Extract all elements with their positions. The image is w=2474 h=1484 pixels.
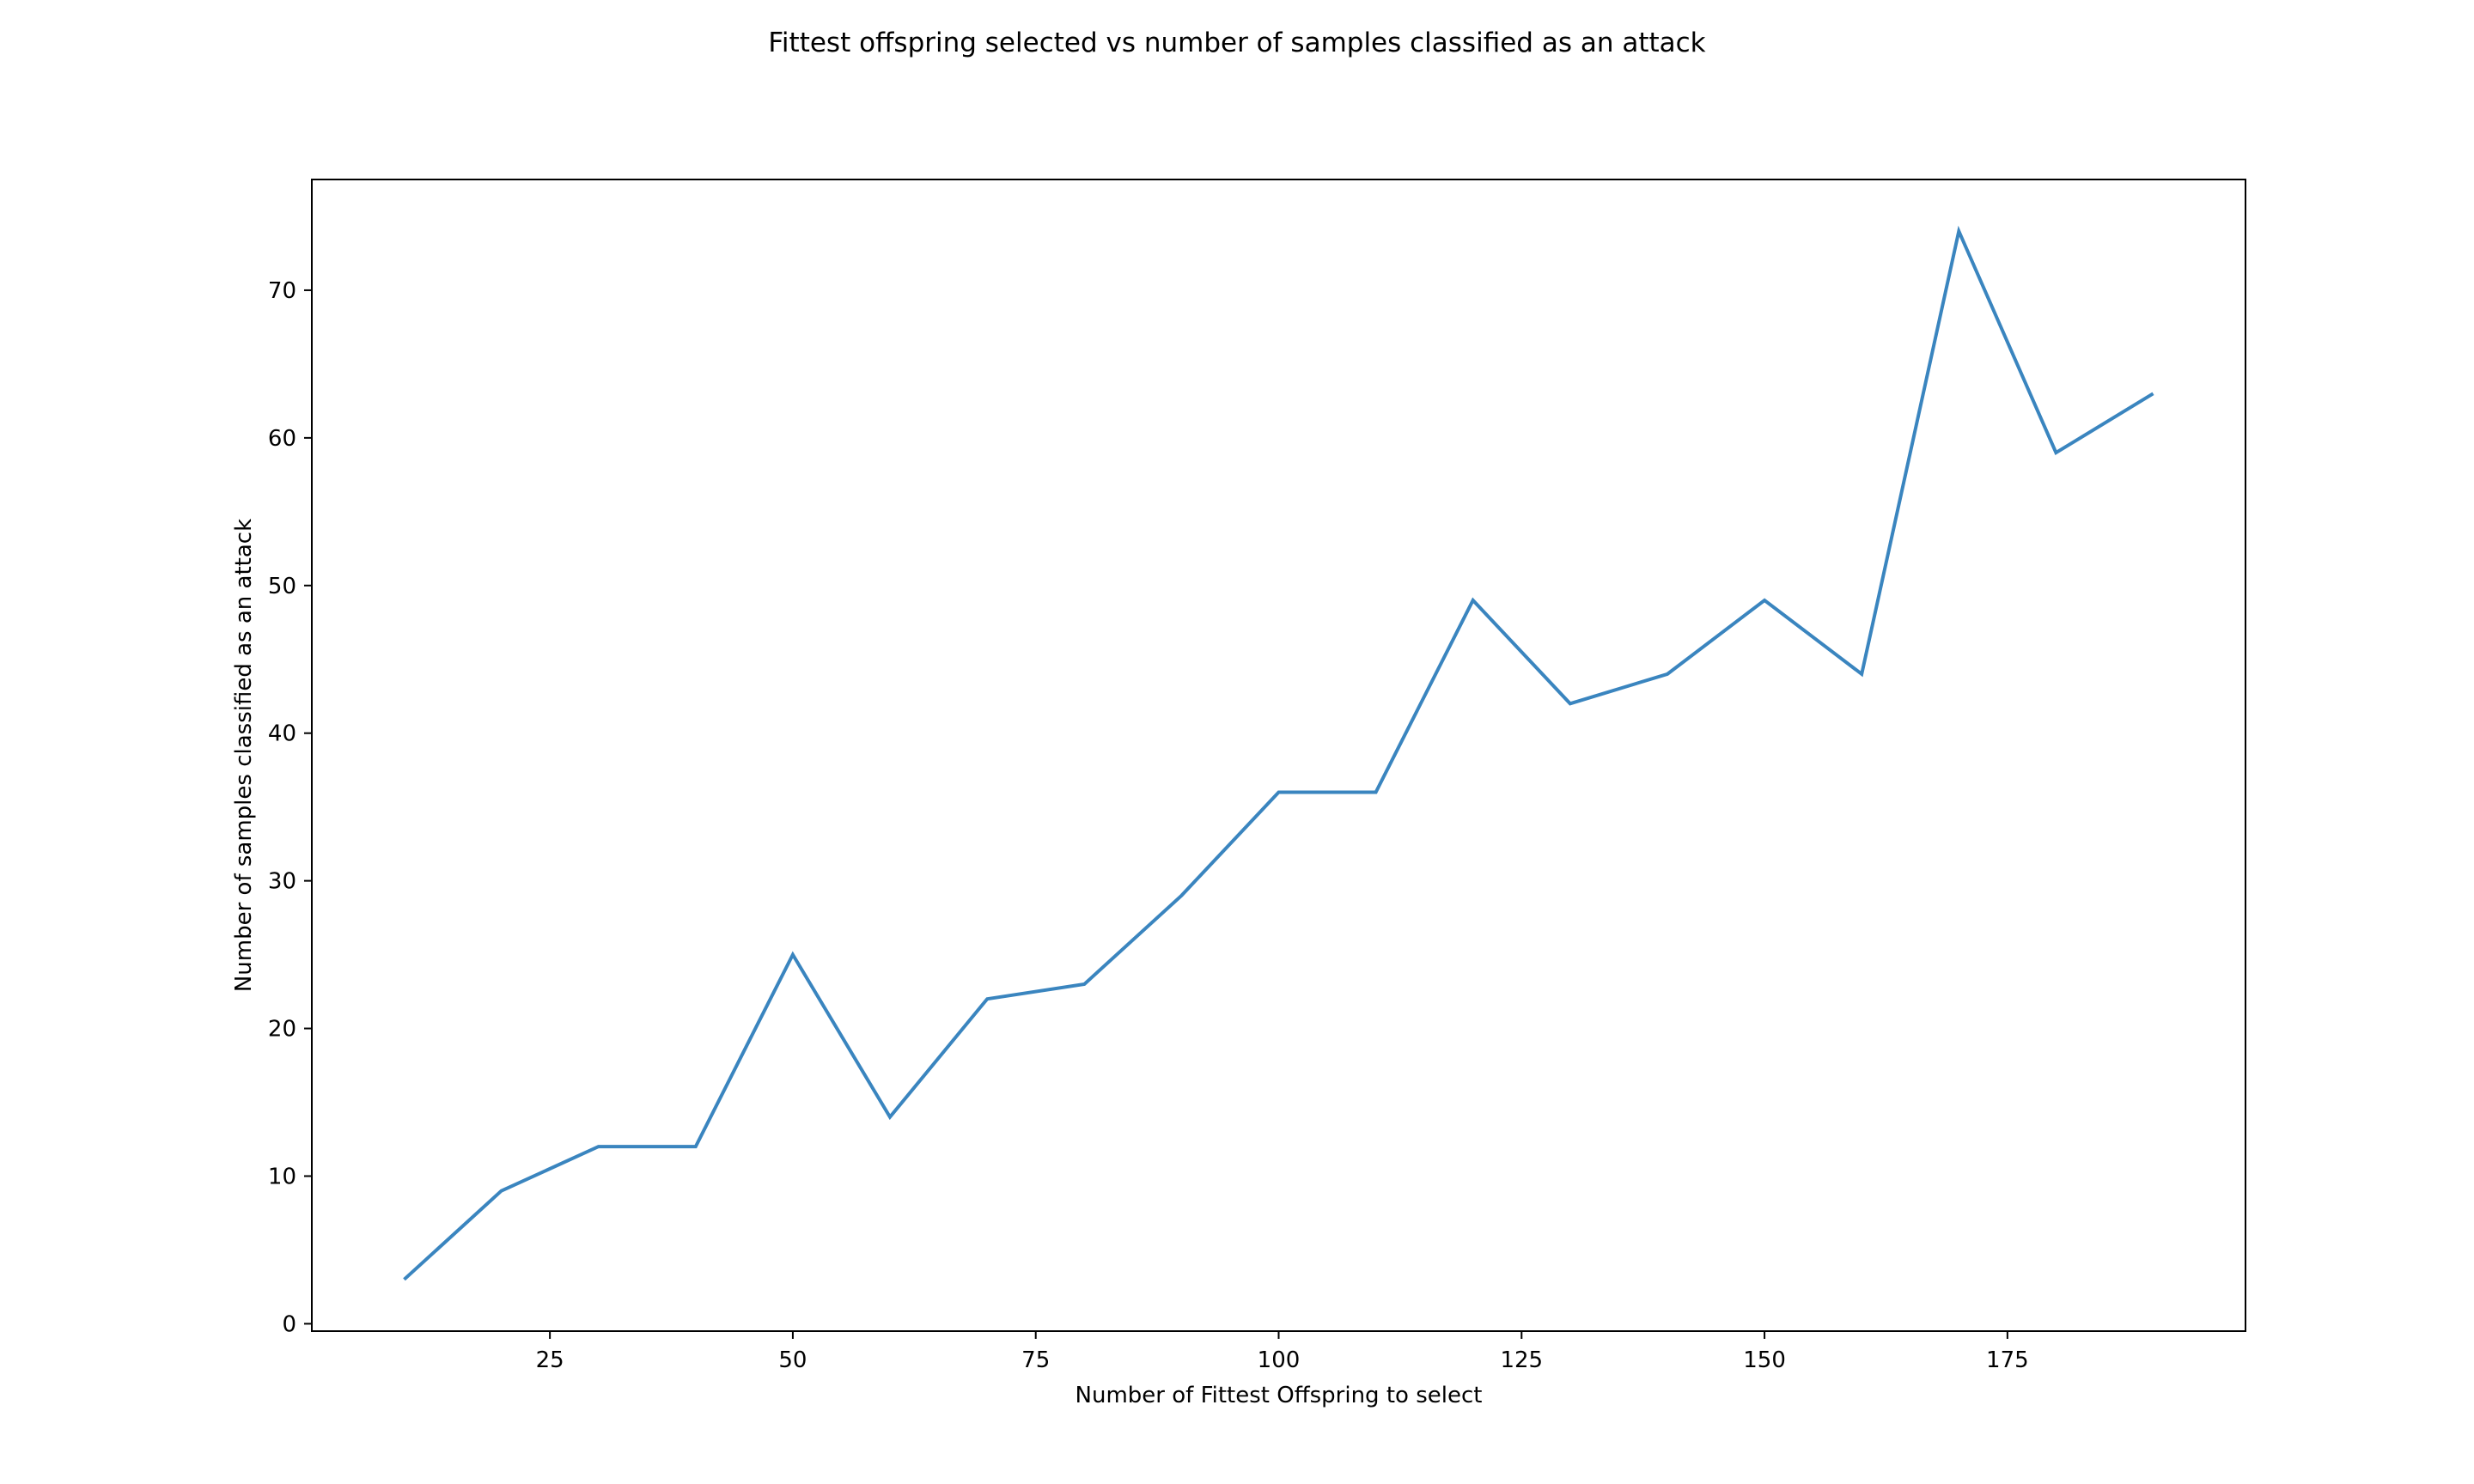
chart-title: Fittest offspring selected vs number of … [768, 27, 1705, 58]
series-line [403, 225, 2154, 1281]
y-tick-label: 40 [268, 721, 296, 747]
plot-area-frame [311, 179, 2246, 1332]
x-tick-label: 150 [1743, 1347, 1786, 1373]
y-axis-ticks: 0 10 20 30 40 50 60 70 [268, 278, 312, 1337]
x-tick-label: 75 [1021, 1347, 1050, 1373]
y-tick-label: 20 [268, 1017, 296, 1043]
y-tick-label: 50 [268, 574, 296, 599]
x-axis-ticks: 25 50 75 100 125 150 175 [536, 1331, 2029, 1373]
y-tick-label: 0 [282, 1311, 296, 1337]
x-tick-label: 50 [778, 1347, 807, 1373]
y-tick-label: 70 [268, 278, 296, 304]
x-tick-label: 175 [1986, 1347, 2029, 1373]
y-tick-label: 10 [268, 1164, 296, 1189]
x-tick-label: 25 [536, 1347, 564, 1373]
y-tick-label: 60 [268, 426, 296, 452]
series-layer [403, 225, 2154, 1281]
x-axis-label: Number of Fittest Offspring to select [1076, 1383, 1483, 1408]
x-tick-label: 125 [1500, 1347, 1543, 1373]
x-tick-label: 100 [1258, 1347, 1301, 1373]
y-axis-label: Number of samples classified as an attac… [231, 519, 257, 992]
y-tick-label: 30 [268, 869, 296, 895]
